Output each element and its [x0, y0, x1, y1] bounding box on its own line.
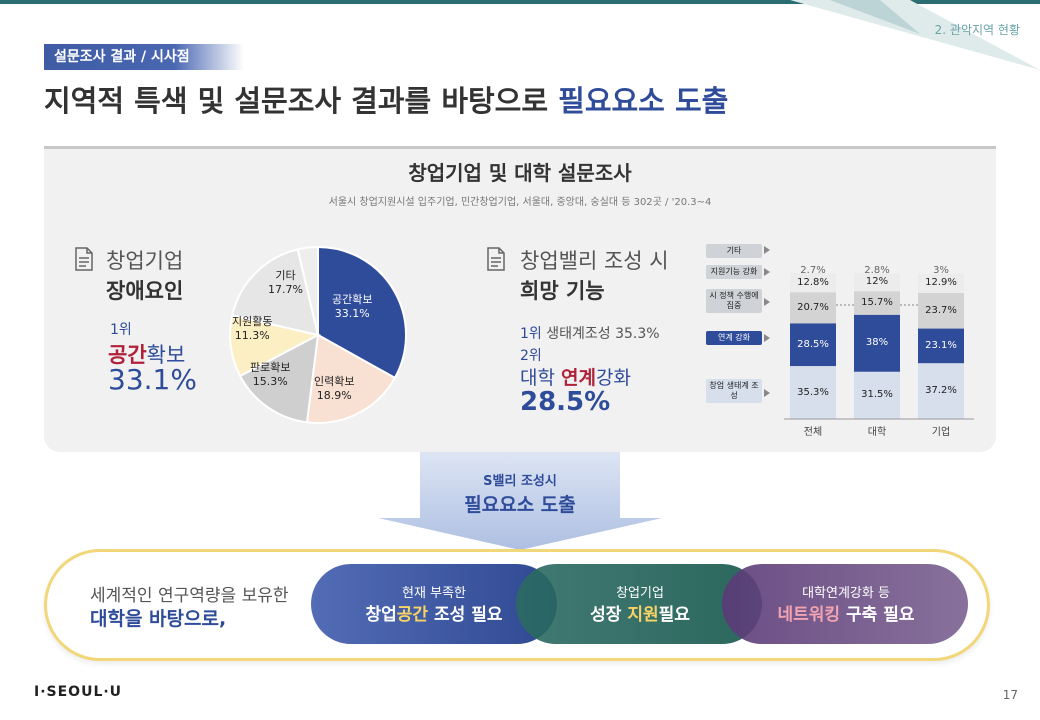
corner-decoration: [790, 0, 1040, 70]
need-network-sub: 대학연계강화 등: [802, 586, 890, 601]
right-rank1-label: 1위: [520, 326, 542, 342]
bar-segment: [790, 366, 836, 419]
bar-value-label: 28.5%: [797, 338, 829, 350]
pie-slice-2: [238, 333, 320, 424]
bar-category-label: 대학: [867, 427, 887, 438]
pie-label-workforce: 인력확보 18.9%: [314, 375, 355, 402]
bar-segment: [918, 363, 964, 419]
need-growth-main: 성장 지원필요: [590, 605, 690, 625]
right-heading-line1: 창업밸리 조성 시: [520, 249, 669, 273]
section-tag: 설문조사 결과 / 시사점: [44, 44, 244, 70]
right-rank2-percent: 28.5%: [520, 387, 611, 417]
bar-value-label: 23.1%: [925, 339, 957, 351]
right-rank2-item: 대학 연계강화: [520, 367, 631, 389]
left-heading-line1: 창업기업: [106, 249, 184, 273]
conclusion-line2: 대학을 바탕으로,: [90, 608, 227, 630]
bar-segment: [918, 328, 964, 364]
left-heading-line2: 장애요인: [106, 279, 184, 303]
legend-arrow-icon: [764, 298, 770, 306]
section-label: 2. 관악지역 현황: [934, 23, 1020, 37]
pie-label-sales: 판로확보 15.3%: [250, 361, 291, 388]
legend-other: 기타: [706, 244, 762, 258]
bar-value-label: 12.9%: [925, 277, 957, 289]
left-rank-item: 공간확보: [108, 339, 185, 369]
pie-label-space: 공간확보 33.1%: [332, 293, 373, 320]
title-prefix: 지역적 특색 및 설문조사 결과를 바탕으로: [44, 84, 559, 118]
legend-policy: 시 정책 수행에 집중: [706, 289, 762, 313]
legend-arrow-icon: [764, 268, 770, 276]
need-growth-sub: 창업기업: [616, 586, 664, 601]
pie-slice-1: [305, 333, 397, 424]
bar-value-label: 12.8%: [797, 276, 829, 288]
legend-linkage: 연계 강화: [706, 331, 762, 345]
right-rank2-label: 2위: [520, 348, 542, 364]
legend-arrow-icon: [764, 334, 770, 342]
bar-segment: [854, 371, 900, 419]
bar-segment: [854, 291, 900, 315]
bar-category-label: 전체: [803, 427, 823, 438]
right-heading-line2: 희망 기능: [520, 279, 605, 303]
title-highlight: 필요요소 도출: [558, 84, 729, 118]
arrow-subtitle: S밸리 조성시: [483, 474, 557, 489]
bar-segment: [790, 273, 836, 293]
top-accent-line: [0, 0, 1040, 4]
bar-top-label: 2.8%: [864, 265, 890, 276]
survey-panel: 창업기업 및 대학 설문조사 서울시 창업지원시설 입주기업, 민간창업기업, …: [44, 146, 996, 452]
survey-title: 창업기업 및 대학 설문조사: [408, 161, 632, 185]
need-capsule-network: [722, 564, 968, 644]
stacked-bar-chart: [784, 273, 974, 420]
page-number: 17: [1002, 688, 1018, 702]
bar-segment: [854, 273, 900, 292]
bar-segment: [790, 323, 836, 367]
pie-slice-4: [231, 248, 320, 337]
conclusion-line1: 세계적인 연구역량을 보유한: [90, 586, 289, 606]
left-rank-label: 1위: [110, 322, 132, 338]
seoul-logo: I·SEOUL·U: [34, 684, 123, 700]
need-space-sub: 현재 부족한: [402, 586, 466, 601]
need-space-main: 창업공간 조성 필요: [365, 605, 503, 625]
left-rank-item-highlight: 공간: [108, 343, 147, 367]
right-rank2-highlight: 연계: [561, 367, 596, 389]
bar-value-label: 31.5%: [861, 389, 893, 401]
legend-support: 지원기능 강화: [706, 265, 762, 279]
legend-ecosystem: 창업 생태계 조성: [706, 379, 762, 403]
bar-top-label: 2.7%: [800, 265, 826, 276]
pie-slice-5: [296, 245, 319, 336]
arrow-title: 필요요소 도출: [464, 494, 576, 516]
need-network-main: 네트워킹 구축 필요: [777, 605, 915, 625]
legend-arrow-icon: [764, 389, 770, 397]
pie-slice-0: [317, 245, 407, 380]
bar-category-label: 기업: [931, 427, 951, 438]
bar-value-label: 23.7%: [925, 304, 957, 316]
pie-label-other: 기타 17.7%: [268, 269, 303, 296]
down-arrow: [378, 452, 662, 550]
document-icon: [487, 247, 505, 271]
bar-segment: [854, 314, 900, 372]
bar-value-label: 15.7%: [861, 296, 893, 308]
bar-value-label: 37.2%: [925, 385, 957, 397]
bar-segment: [918, 273, 964, 293]
bar-segment: [790, 292, 836, 324]
bar-value-label: 35.3%: [797, 386, 829, 398]
legend-arrow-icon: [764, 246, 770, 254]
right-rank1: 1위 생태계조성 35.3%: [520, 323, 660, 343]
need-capsule-growth: [516, 564, 762, 644]
left-rank-item-rest: 확보: [146, 343, 186, 367]
right-rank1-text: 생태계조성 35.3%: [546, 326, 660, 342]
bar-value-label: 20.7%: [797, 301, 829, 313]
page-title: 지역적 특색 및 설문조사 결과를 바탕으로 필요요소 도출: [44, 78, 728, 120]
bar-top-label: 3%: [933, 265, 949, 277]
left-rank-percent: 33.1%: [108, 363, 197, 396]
bar-value-label: 12%: [865, 276, 889, 288]
survey-subtitle: 서울시 창업지원시설 입주기업, 민간창업기업, 서울대, 중앙대, 숭실대 등…: [328, 197, 712, 208]
bar-segment: [918, 293, 964, 329]
pie-label-support: 지원활동 11.3%: [232, 315, 273, 342]
document-icon: [75, 247, 93, 271]
bar-value-label: 38%: [865, 337, 889, 349]
pie-chart: [229, 245, 407, 424]
